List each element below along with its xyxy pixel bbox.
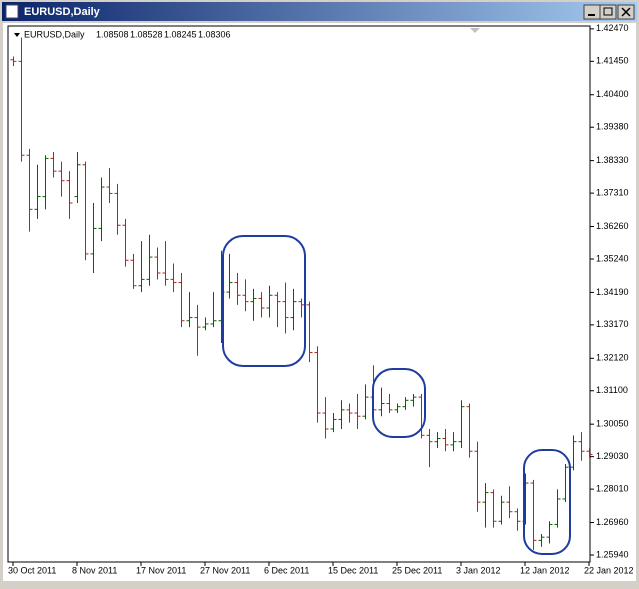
y-tick-label: 1.31100 <box>596 385 628 395</box>
y-tick-label: 1.28010 <box>596 483 629 493</box>
quote-open: 1.08508 <box>96 29 129 39</box>
x-tick-label: 15 Dec 2011 <box>328 565 378 575</box>
y-tick-label: 1.41450 <box>596 56 629 66</box>
y-tick-label: 1.30050 <box>596 419 629 429</box>
quote-low: 1.08245 <box>164 29 197 39</box>
x-tick-label: 25 Dec 2011 <box>392 565 442 575</box>
x-tick-label: 3 Jan 2012 <box>456 565 501 575</box>
shift-marker <box>470 28 480 33</box>
y-tick-label: 1.39380 <box>596 122 629 132</box>
chart-area <box>3 23 636 581</box>
y-tick-label: 1.40400 <box>596 89 629 99</box>
symbol-label: EURUSD,Daily <box>24 29 85 39</box>
minimize-button[interactable] <box>583 4 601 20</box>
x-tick-label: 30 Oct 2011 <box>8 565 56 575</box>
highlight-box <box>372 368 426 438</box>
y-tick-label: 1.37310 <box>596 187 629 197</box>
highlight-box <box>523 449 571 555</box>
window-title: EURUSD,Daily <box>24 6 101 18</box>
quote-high: 1.08528 <box>130 29 163 39</box>
y-tick-label: 1.29030 <box>596 451 629 461</box>
highlight-box <box>222 235 306 367</box>
x-tick-label: 6 Dec 2011 <box>264 565 309 575</box>
x-tick-label: 27 Nov 2011 <box>200 565 250 575</box>
x-tick-label: 17 Nov 2011 <box>136 565 186 575</box>
y-tick-label: 1.26960 <box>596 517 629 527</box>
x-tick-label: 22 Jan 2012 <box>584 565 634 575</box>
x-tick-label: 8 Nov 2011 <box>72 565 117 575</box>
title-bar <box>2 2 637 21</box>
maximize-button[interactable] <box>599 4 617 20</box>
y-tick-label: 1.32120 <box>596 353 629 363</box>
menu-arrow[interactable] <box>14 33 20 37</box>
quote-close: 1.08306 <box>198 29 231 39</box>
window-icon <box>5 4 19 19</box>
y-tick-label: 1.36260 <box>596 221 629 231</box>
y-tick-label: 1.34190 <box>596 287 629 297</box>
y-tick-label: 1.42470 <box>596 23 629 33</box>
plot-border <box>7 25 591 563</box>
y-tick-label: 1.35240 <box>596 253 629 263</box>
y-tick-label: 1.38330 <box>596 155 629 165</box>
y-tick-label: 1.25940 <box>596 549 629 559</box>
y-tick-label: 1.33170 <box>596 319 629 329</box>
x-tick-label: 12 Jan 2012 <box>520 565 570 575</box>
